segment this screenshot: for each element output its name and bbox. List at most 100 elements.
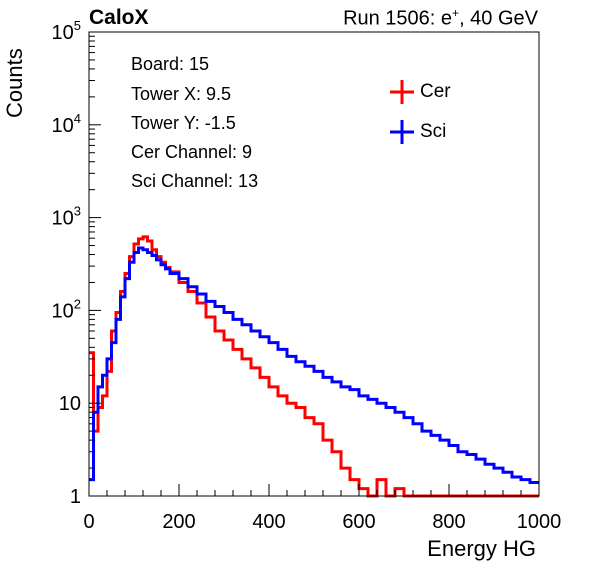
data-point-sci [103,374,106,377]
run-energy: , 40 GeV [459,7,538,30]
data-point-cer [299,406,302,409]
data-point-cer [139,238,142,240]
data-point-cer [148,240,151,242]
data-point-sci [139,247,142,249]
data-point-cer [281,395,284,397]
data-point-sci [227,311,230,314]
data-point-cer [380,478,383,481]
data-point-sci [398,411,401,413]
data-point-sci [162,264,165,266]
info-board: Board: 15 [131,54,210,74]
data-point-cer [90,351,93,354]
data-point-cer [362,487,365,490]
data-point-sci [353,388,356,391]
data-point-cer [353,478,356,481]
x-tick-label: 800 [432,511,465,533]
data-point-cer [94,430,97,432]
data-point-cer [162,261,165,264]
data-point-sci [144,248,147,251]
y-tick-label: 1 [70,486,81,508]
data-point-cer [254,367,257,369]
data-point-sci [533,481,536,484]
data-point-cer [121,290,124,293]
data-point-sci [506,471,509,474]
data-point-sci [236,318,239,321]
data-point-sci [112,341,115,344]
data-point-sci [317,370,320,373]
x-tick-label: 0 [83,511,94,533]
x-axis-title: Energy HG [427,536,536,561]
data-point-sci [308,365,311,368]
plot-frame [88,31,540,497]
data-point-sci [389,406,392,409]
data-point-cer [398,487,401,490]
data-point-sci [524,478,527,481]
y-tick-label: 104 [52,111,81,137]
data-point-sci [407,416,410,419]
data-point-cer [144,236,147,238]
data-point-sci [479,458,482,460]
data-point-sci [515,476,518,478]
data-point-sci [254,330,257,332]
run-charge: + [452,6,460,20]
data-point-sci [290,355,293,358]
data-point-cer [218,330,221,332]
y-tick-label: 105 [52,18,81,44]
data-point-sci [209,300,212,303]
data-point-sci [434,434,437,437]
data-point-cer [308,416,311,419]
data-point-sci [90,478,93,481]
data-point-cer [236,348,239,351]
data-point-sci [108,358,111,360]
data-point-sci [200,293,203,295]
run-label: Run 1506: e+, 40 GeV [343,6,538,31]
data-point-sci [126,277,129,280]
data-point-sci [130,261,133,264]
data-point-sci [135,251,138,254]
data-point-cer [135,243,138,245]
data-point-sci [362,395,365,397]
data-point-sci [272,341,275,344]
data-point-sci [335,381,338,383]
data-point-cer [200,302,203,304]
data-point-sci [153,254,156,257]
axis-layer: 0 200 400 600 800 1000 1 10 102 103 104 105 [52,18,562,533]
data-point-sci [443,439,446,441]
data-point-sci [299,360,302,363]
data-point-cer [317,422,320,425]
data-point-cer [157,255,160,258]
data-point-sci [182,277,185,280]
info-cer-channel: Cer Channel: 9 [131,142,253,162]
data-point-cer [227,339,230,341]
data-point-cer [103,395,106,397]
series-layer [89,235,539,498]
data-point-cer [191,290,194,293]
data-point-cer [99,406,102,409]
series-line-sci [89,246,539,484]
data-point-cer [245,358,248,360]
data-point-sci [94,411,97,413]
data-point-sci [488,463,491,466]
x-tick-label: 200 [162,511,195,533]
data-point-sci [416,422,419,425]
data-point-cer [153,248,156,251]
data-point-sci [99,386,102,388]
y-tick-label: 10 [59,393,81,415]
data-point-cer [182,281,185,284]
info-sci-channel: Sci Channel: 13 [131,171,259,191]
data-point-sci [461,450,464,453]
data-point-cer [108,370,111,373]
legend-layer [390,80,414,144]
data-point-sci [173,272,176,275]
data-point-sci [344,386,347,388]
data-point-sci [218,305,221,308]
data-point-sci [371,398,374,401]
data-point-sci [326,376,329,379]
data-point-sci [166,268,169,270]
data-point-cer [130,255,133,258]
data-point-sci [148,251,151,254]
data-point-sci [380,402,383,405]
data-point-cer [326,439,329,441]
data-point-sci [452,444,455,447]
